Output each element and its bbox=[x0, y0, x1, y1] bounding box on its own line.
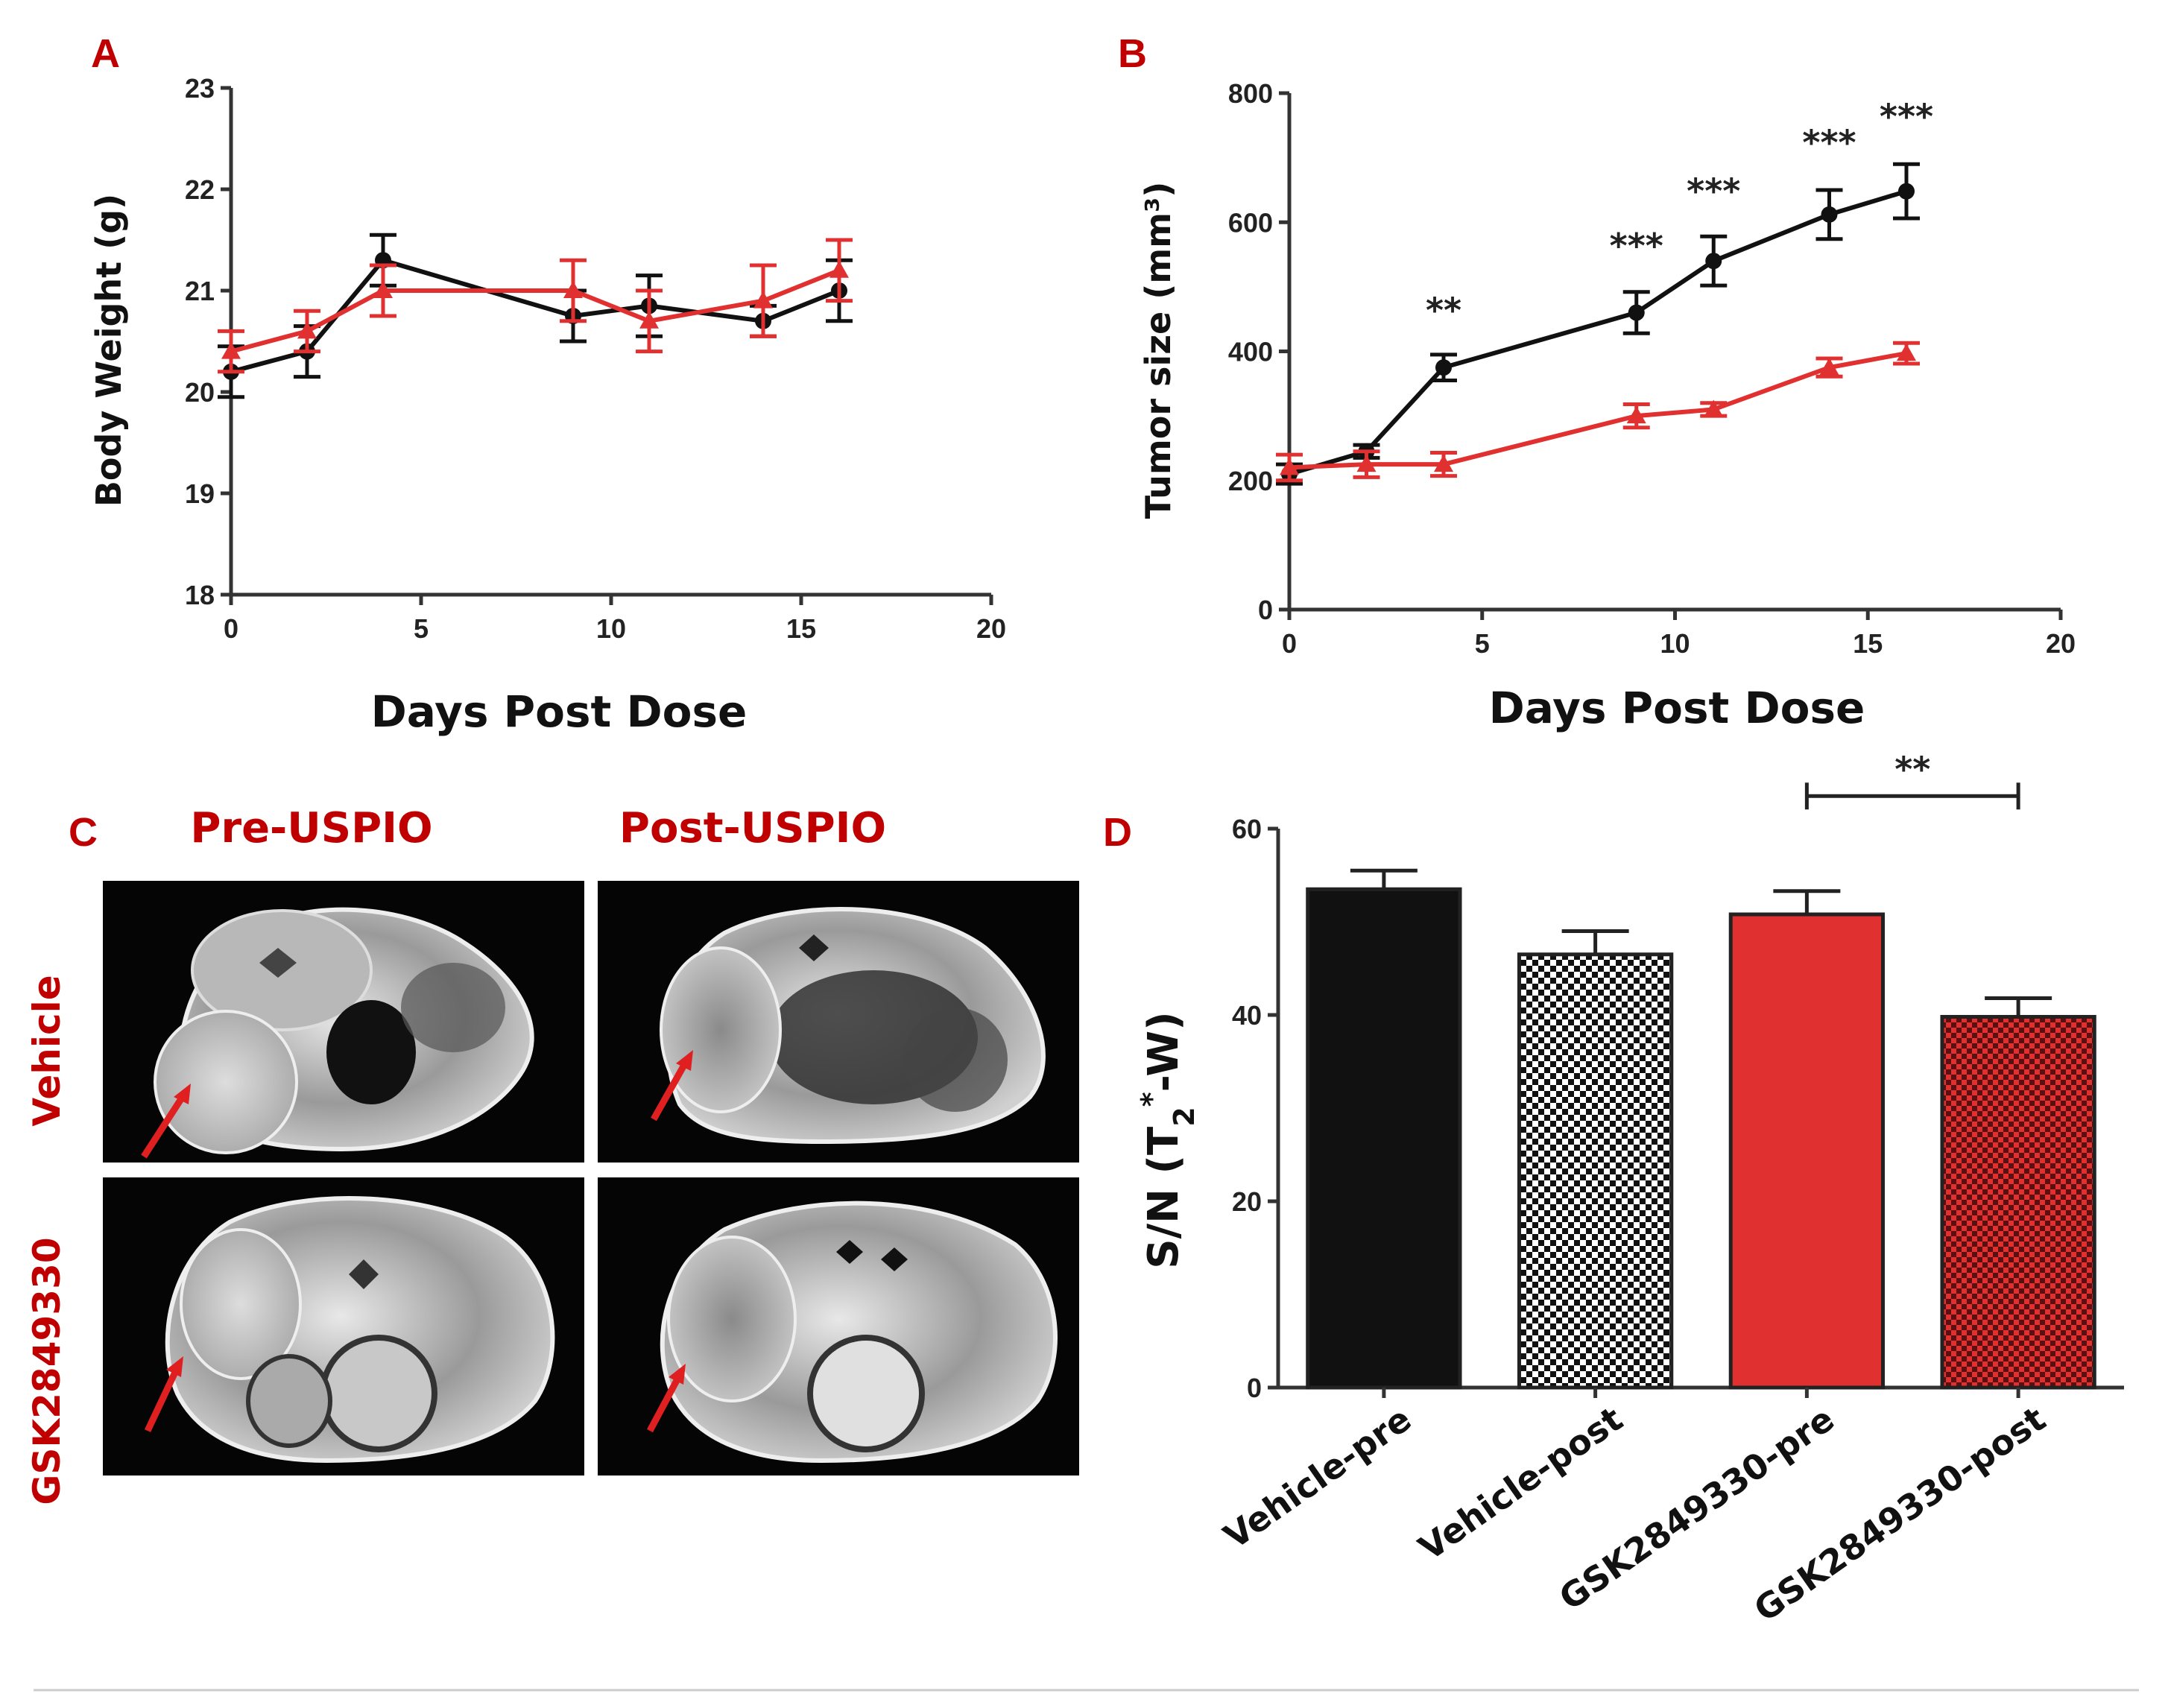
treated-point bbox=[753, 291, 773, 309]
x-tick-label: 0 bbox=[224, 613, 238, 644]
chart-d-ylabel-sub: 2 bbox=[1168, 1107, 1201, 1126]
y-tick-label: 20 bbox=[185, 377, 215, 408]
y-tick-label: 23 bbox=[185, 73, 215, 104]
treated-point bbox=[297, 321, 317, 339]
y-tick-label: 20 bbox=[1232, 1186, 1262, 1217]
y-tick-label: 200 bbox=[1228, 466, 1273, 496]
bar-gsk2849330-pre bbox=[1728, 912, 1886, 1390]
chart-a-ylabel: Body Weight (g) bbox=[89, 194, 129, 507]
bar-gsk2849330-post bbox=[1940, 1015, 2096, 1390]
mri-panel: Pre-USPIO Post-USPIO Vehicle GSK2849330 bbox=[25, 804, 1079, 1505]
vehicle-point bbox=[1628, 304, 1645, 321]
y-tick-label: 0 bbox=[1247, 1373, 1262, 1403]
y-tick-label: 40 bbox=[1232, 1000, 1262, 1031]
y-tick-label: 19 bbox=[185, 478, 215, 509]
mri-image-vehicle-post bbox=[598, 881, 1079, 1163]
x-tick-label: 15 bbox=[1853, 628, 1883, 659]
y-tick-label: 0 bbox=[1258, 595, 1273, 625]
x-tick-label: 15 bbox=[786, 613, 816, 644]
treated-point bbox=[221, 341, 241, 359]
mri-row-label-gsk: GSK2849330 bbox=[25, 1237, 69, 1505]
bar-vehicle-pre bbox=[1306, 887, 1462, 1390]
vehicle-point bbox=[1898, 183, 1915, 200]
chart-b-xlabel: Days Post Dose bbox=[1489, 683, 1865, 733]
mri-col-header-pre: Pre-USPIO bbox=[190, 804, 432, 853]
significance-label: ** bbox=[1894, 749, 1930, 789]
significance-label: *** bbox=[1880, 97, 1933, 137]
category-label: Vehicle-pre bbox=[1216, 1399, 1418, 1557]
y-tick-label: 22 bbox=[185, 174, 215, 205]
treated-point bbox=[1434, 455, 1453, 472]
chart-d-ylabel: S/N (T2*-W) bbox=[1135, 1011, 1201, 1268]
panel-letter-b: B bbox=[1118, 31, 1147, 76]
mri-image-gsk-post bbox=[598, 1177, 1079, 1475]
treated-point bbox=[1897, 344, 1916, 361]
chart-a-body-weight: 18 19 20 21 22 23 0 5 10 15 20 bbox=[185, 73, 1006, 644]
panel-letter-a: A bbox=[91, 31, 120, 76]
vehicle-series-line bbox=[230, 257, 841, 374]
significance-label: *** bbox=[1687, 171, 1740, 211]
treated-point bbox=[1356, 455, 1377, 472]
chart-a-xlabel: Days Post Dose bbox=[371, 686, 748, 737]
significance-label: *** bbox=[1802, 122, 1856, 162]
mri-row-label-vehicle: Vehicle bbox=[25, 975, 69, 1126]
treated-point bbox=[373, 281, 393, 298]
panel-letter-c: C bbox=[69, 810, 98, 855]
y-tick-label: 60 bbox=[1232, 814, 1262, 844]
chart-d-ylabel-sup: * bbox=[1135, 1092, 1168, 1107]
treated-series-line bbox=[1289, 351, 1907, 470]
vehicle-point bbox=[1705, 253, 1722, 270]
y-tick-label: 21 bbox=[185, 276, 215, 306]
treated-point bbox=[829, 260, 849, 278]
x-tick-label: 0 bbox=[1282, 628, 1297, 659]
significance-label: *** bbox=[1610, 226, 1663, 266]
x-tick-label: 20 bbox=[976, 613, 1006, 644]
treated-point bbox=[1626, 406, 1646, 424]
y-tick-label: 18 bbox=[185, 580, 215, 610]
chart-b-ylabel: Tumor size (mm³) bbox=[1138, 182, 1178, 519]
chart-d-ylabel-tail: -W) bbox=[1140, 1011, 1188, 1092]
chart-d-sn-bars: 0204060Vehicle-preVehicle-postGSK2849330… bbox=[1216, 749, 2124, 1630]
treated-point bbox=[1819, 358, 1839, 376]
treated-series-line bbox=[230, 268, 841, 354]
panel-letter-d: D bbox=[1103, 810, 1132, 855]
y-tick-label: 800 bbox=[1228, 78, 1273, 109]
x-tick-label: 20 bbox=[2046, 628, 2076, 659]
vehicle-series-line bbox=[1289, 189, 1907, 476]
x-tick-label: 10 bbox=[1660, 628, 1690, 659]
x-tick-label: 10 bbox=[596, 613, 626, 644]
y-tick-label: 600 bbox=[1228, 207, 1273, 238]
vehicle-point bbox=[1435, 359, 1452, 376]
mri-col-header-post: Post-USPIO bbox=[619, 804, 886, 853]
mri-image-vehicle-pre bbox=[103, 881, 584, 1163]
x-tick-label: 5 bbox=[1475, 628, 1490, 659]
treated-point bbox=[563, 281, 583, 298]
y-tick-label: 400 bbox=[1228, 337, 1273, 367]
category-label: Vehicle-post bbox=[1412, 1399, 1630, 1569]
significance-label: ** bbox=[1426, 291, 1461, 331]
bar-vehicle-post bbox=[1517, 952, 1674, 1390]
mri-image-gsk-pre bbox=[103, 1177, 584, 1475]
treated-point bbox=[1280, 458, 1299, 475]
treated-point bbox=[639, 311, 659, 329]
vehicle-point bbox=[1821, 206, 1838, 223]
treated-point bbox=[1704, 399, 1724, 417]
x-tick-label: 5 bbox=[414, 613, 429, 644]
chart-d-ylabel-main: S/N (T bbox=[1140, 1127, 1188, 1269]
